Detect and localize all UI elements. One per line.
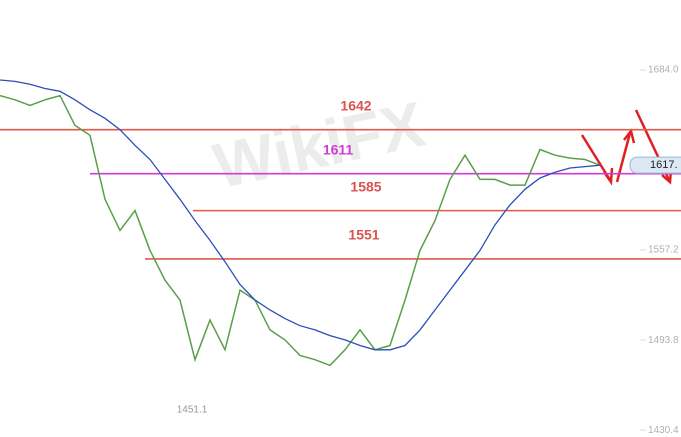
price-box — [629, 156, 681, 174]
level-label: 1642 — [340, 97, 371, 113]
level-label: 1551 — [348, 227, 379, 243]
low-annotation: 1451.1 — [177, 404, 208, 415]
level-label: 1611 — [323, 141, 354, 157]
y-tick-label: 1493.8 — [648, 335, 679, 346]
watermark: WikiFX — [207, 88, 430, 203]
arrow-head — [623, 128, 636, 144]
y-tick-label: 1557.2 — [648, 245, 679, 256]
y-tick-label: 1684.0 — [648, 65, 679, 76]
series-line — [0, 79, 601, 351]
series-line — [0, 94, 601, 367]
y-tick-label: 1430.4 — [648, 425, 679, 436]
arrow — [615, 132, 632, 183]
level-label: 1585 — [350, 178, 381, 194]
price-label: 1617. — [650, 159, 678, 171]
arrow-head — [602, 167, 614, 186]
